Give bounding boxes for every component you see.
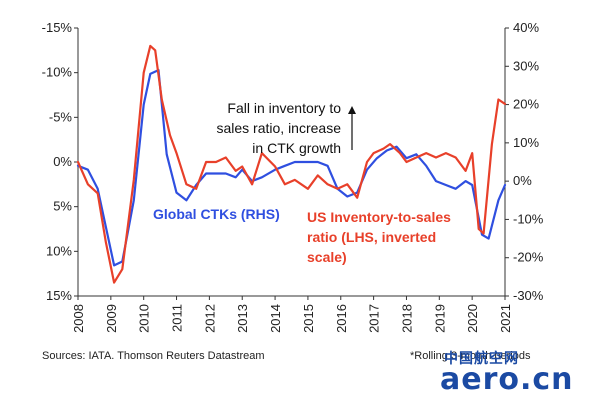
chart-axes: -15% -10% -5% 0% 5% 10% 15% 40% 30% 20% 10% 0% -10% -… — [42, 20, 544, 333]
right-tick-label: -30% — [513, 288, 544, 303]
right-tick-label: 20% — [513, 97, 539, 112]
annotation-text: in CTK growth — [252, 140, 341, 156]
left-tick-label: 0% — [53, 154, 72, 169]
right-tick-label: -20% — [513, 250, 544, 265]
x-tick-label: 2015 — [301, 304, 316, 333]
series-label-inventory: scale) — [307, 249, 347, 265]
right-tick-label: 40% — [513, 20, 539, 35]
right-tick-label: 0% — [513, 173, 532, 188]
x-tick-label: 2013 — [235, 304, 250, 333]
series-label-inventory: US Inventory-to-sales — [307, 209, 451, 225]
series-line-0 — [76, 68, 507, 267]
x-tick-label: 2020 — [465, 304, 480, 333]
chart-annotations: Fall in inventory to sales ratio, increas… — [153, 100, 451, 265]
left-tick-label: -15% — [42, 20, 73, 35]
left-tick-label: 5% — [53, 199, 72, 214]
series-line-1 — [76, 44, 507, 284]
annotation-arrowhead — [348, 106, 356, 114]
x-tick-label: 2012 — [202, 304, 217, 333]
left-tick-label: 15% — [46, 288, 72, 303]
annotation-text: Fall in inventory to — [227, 100, 341, 116]
x-tick-label: 2010 — [137, 304, 152, 333]
x-tick-label: 2018 — [399, 304, 414, 333]
x-tick-label: 2017 — [367, 304, 382, 333]
x-tick-label: 2014 — [268, 304, 283, 333]
sources-note: Sources: IATA. Thomson Reuters Datastrea… — [42, 350, 265, 362]
left-tick-label: 10% — [46, 243, 72, 258]
watermark-latin: aero.cn — [440, 362, 574, 397]
x-tick-label: 2011 — [170, 304, 185, 332]
x-tick-label: 2019 — [432, 304, 447, 333]
series-label-inventory: ratio (LHS, inverted — [307, 229, 436, 245]
series-label-ctk: Global CTKs (RHS) — [153, 206, 280, 222]
x-tick-label: 2016 — [334, 304, 349, 333]
chart-lines — [76, 44, 507, 284]
right-tick-label: 30% — [513, 58, 539, 73]
x-tick-label: 2009 — [104, 304, 119, 333]
x-tick-label: 2021 — [498, 304, 513, 333]
right-tick-label: -10% — [513, 211, 544, 226]
left-tick-label: -5% — [49, 109, 73, 124]
annotation-text: sales ratio, increase — [216, 120, 341, 136]
left-tick-label: -10% — [42, 65, 73, 80]
rolling-note: *Rolling 3-month periods — [410, 350, 531, 362]
right-tick-label: 10% — [513, 135, 539, 150]
x-tick-label: 2008 — [71, 304, 86, 333]
watermark-chinese: 中国航空网 — [444, 351, 519, 367]
